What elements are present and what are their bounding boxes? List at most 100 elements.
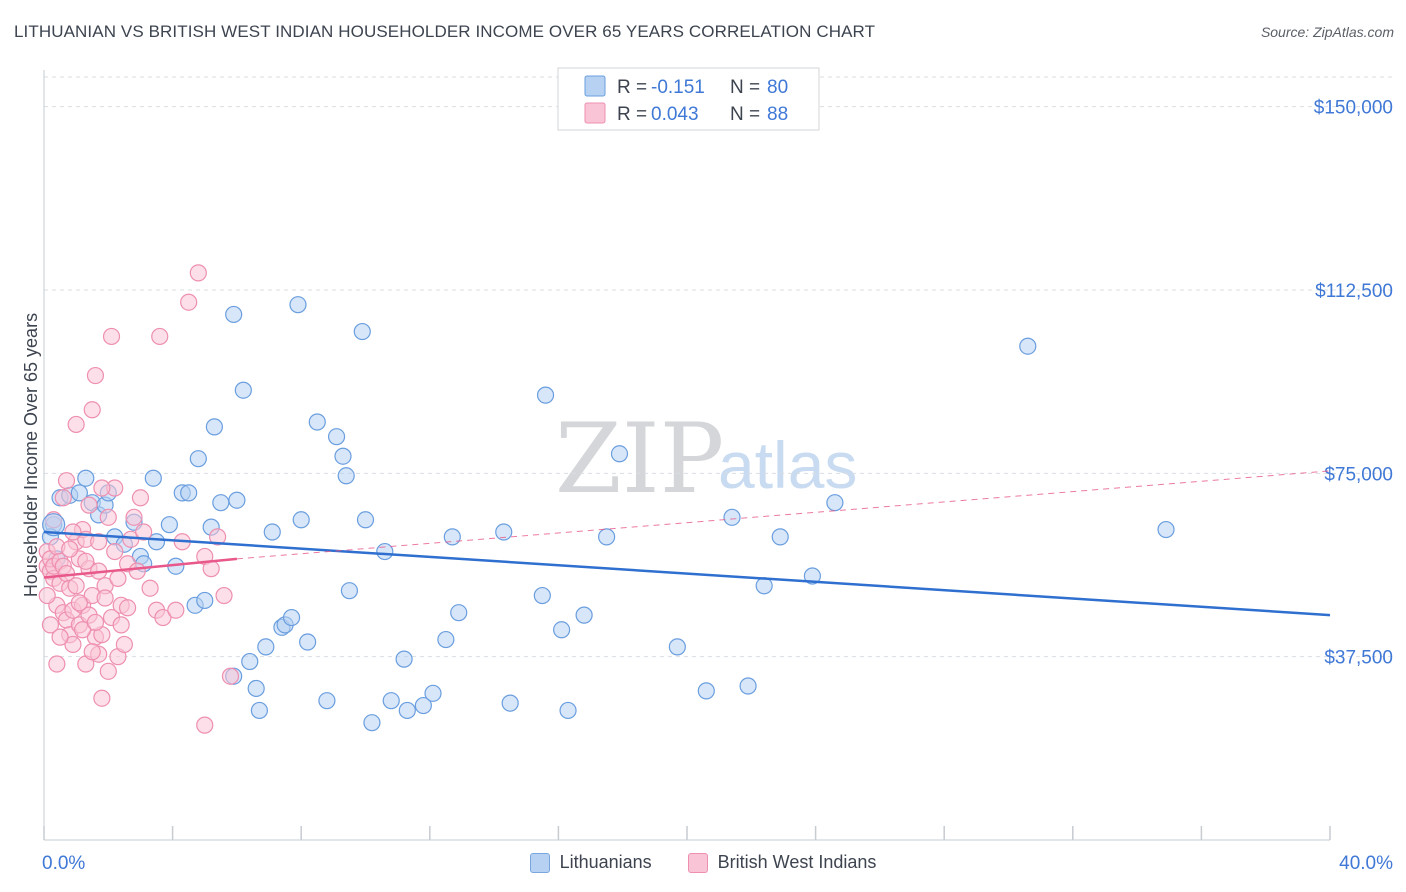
- data-point: [96, 589, 114, 607]
- data-point: [697, 682, 715, 700]
- stats-n-label: N =: [730, 77, 760, 98]
- data-point: [64, 523, 82, 541]
- chart-title: LITHUANIAN VS BRITISH WEST INDIAN HOUSEH…: [14, 22, 876, 41]
- data-point: [106, 542, 124, 561]
- data-point: [327, 428, 346, 446]
- data-point: [575, 606, 593, 624]
- y-axis-label: Householder Income Over 65 years: [21, 313, 41, 597]
- data-point: [257, 638, 275, 656]
- data-point: [135, 523, 153, 541]
- data-point: [318, 692, 336, 710]
- stats-n-value: 80: [767, 77, 788, 98]
- data-point: [826, 494, 844, 512]
- stats-r-label: R =: [617, 77, 647, 98]
- data-point: [536, 386, 555, 404]
- legend-swatch-blue: [529, 852, 550, 873]
- data-point: [102, 327, 121, 346]
- stats-r-label: R =: [617, 104, 647, 125]
- source-label: Source: ZipAtlas.com: [1260, 24, 1394, 40]
- data-point: [353, 322, 371, 341]
- data-point: [424, 684, 442, 702]
- data-point: [225, 305, 243, 324]
- y-tick-label: $150,000: [1314, 98, 1393, 119]
- data-point: [109, 569, 127, 588]
- data-point: [99, 662, 117, 680]
- y-tick-label: $37,500: [1324, 648, 1393, 669]
- data-point: [771, 528, 789, 546]
- data-point: [41, 616, 60, 634]
- data-point: [141, 579, 159, 597]
- stats-n-value: 88: [767, 104, 788, 125]
- data-point: [495, 523, 513, 541]
- data-point: [57, 472, 76, 490]
- data-point: [61, 540, 79, 558]
- series-british-west-indians: [38, 264, 240, 734]
- data-point: [292, 511, 310, 529]
- data-point: [282, 608, 301, 627]
- data-point: [144, 469, 162, 487]
- data-point: [83, 643, 101, 661]
- data-point: [559, 701, 577, 720]
- data-point: [48, 655, 66, 673]
- data-point: [1019, 337, 1037, 355]
- legend-item-lithuanians[interactable]: Lithuanians: [529, 852, 652, 873]
- trend-line-lithuanians: [43, 530, 1331, 617]
- stats-r-value: -0.151: [651, 77, 705, 98]
- series-lithuanians: [41, 296, 1175, 732]
- bottom-legend: Lithuanians British West Indians: [0, 852, 1406, 873]
- data-point: [334, 447, 352, 465]
- data-point: [128, 562, 146, 580]
- data-point: [337, 467, 355, 485]
- data-point: [723, 508, 741, 526]
- x-tick-label-max: 40.0%: [1339, 853, 1393, 874]
- trend-line-british-west-indians-extension: [236, 470, 1331, 560]
- stats-legend-swatch: [584, 102, 606, 124]
- data-point: [167, 601, 185, 619]
- watermark-zip: ZIP: [555, 403, 724, 515]
- data-point: [115, 635, 133, 654]
- data-point: [38, 586, 56, 605]
- data-point: [70, 594, 88, 612]
- y-tick-label: $112,500: [1315, 281, 1393, 302]
- data-point: [228, 491, 246, 509]
- data-point: [70, 484, 88, 502]
- data-point: [118, 599, 137, 617]
- data-point: [598, 528, 616, 546]
- data-point: [131, 489, 150, 507]
- data-point: [610, 445, 629, 463]
- data-point: [755, 577, 773, 595]
- data-point: [340, 582, 359, 600]
- data-point: [196, 716, 214, 734]
- data-point: [356, 511, 375, 529]
- data-point: [189, 450, 207, 468]
- data-point: [668, 638, 686, 656]
- data-point: [553, 621, 571, 639]
- data-point: [77, 469, 95, 487]
- data-point: [209, 528, 227, 546]
- data-point: [376, 542, 394, 561]
- data-point: [1157, 520, 1175, 539]
- y-tick-label: $75,000: [1324, 464, 1393, 485]
- data-point: [125, 508, 143, 526]
- data-point: [90, 533, 108, 551]
- x-tick-label-min: 0.0%: [42, 853, 85, 874]
- data-point: [263, 523, 281, 541]
- stats-n-label: N =: [730, 104, 760, 125]
- stats-r-value: 0.043: [651, 104, 699, 125]
- data-point: [151, 327, 169, 346]
- data-point: [99, 508, 117, 526]
- legend-item-british-west-indians[interactable]: British West Indians: [687, 852, 876, 873]
- data-point: [501, 694, 519, 712]
- legend-label-lithuanians: Lithuanians: [559, 852, 652, 872]
- stats-legend: R = -0.151 N = 80 R = 0.043 N = 88: [557, 67, 820, 131]
- data-point: [54, 489, 72, 507]
- data-point: [212, 494, 230, 512]
- data-point: [180, 293, 198, 311]
- data-point: [93, 479, 111, 497]
- data-point: [398, 701, 416, 720]
- data-point: [189, 264, 207, 282]
- data-point: [308, 413, 326, 431]
- data-point: [64, 635, 82, 654]
- data-point: [234, 381, 252, 399]
